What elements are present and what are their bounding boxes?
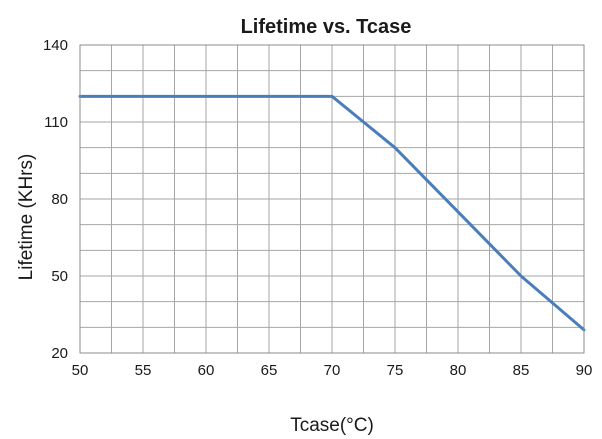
x-tick-label: 65 [261, 362, 278, 379]
plot-frame [79, 44, 585, 354]
series-layer [78, 94, 586, 332]
x-tick-label: 85 [513, 362, 530, 379]
x-tick-label: 70 [324, 362, 341, 379]
x-tick-label: 80 [450, 362, 467, 379]
x-tick-label: 60 [198, 362, 215, 379]
series-line [78, 94, 586, 332]
x-tick-label: 55 [135, 362, 152, 379]
x-tick-label: 90 [576, 362, 593, 379]
y-tick-label: 50 [51, 268, 68, 285]
x-tick-label: 75 [387, 362, 404, 379]
y-tick-label: 80 [51, 191, 68, 208]
x-tick-label: 50 [72, 362, 89, 379]
y-tick-label: 20 [51, 345, 68, 362]
y-axis-label: Lifetime (KHrs) [16, 154, 37, 281]
x-axis-label: Tcase(°C) [290, 415, 374, 436]
x-tick-labels: 50 55 60 65 70 75 80 85 90 [72, 362, 593, 379]
grid [79, 44, 585, 354]
y-tick-label: 110 [44, 114, 68, 131]
chart-title: Lifetime vs. Tcase [241, 16, 412, 38]
y-tick-label: 140 [43, 37, 68, 54]
y-tick-labels: 20 50 80 110 140 [43, 37, 68, 362]
